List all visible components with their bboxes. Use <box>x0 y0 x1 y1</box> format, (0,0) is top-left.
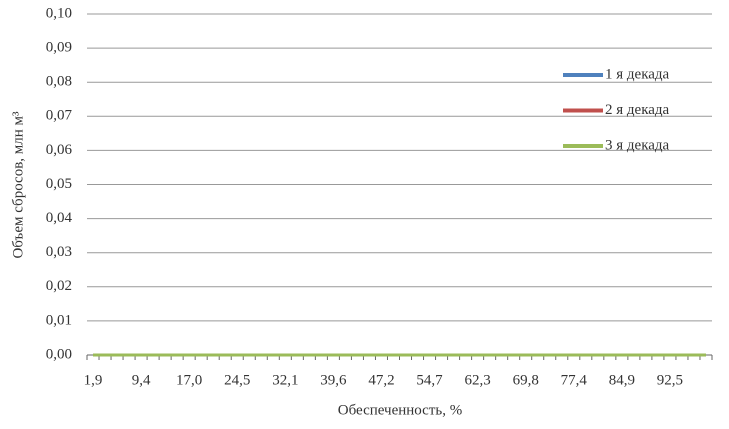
x-tick-label: 1,9 <box>84 372 103 388</box>
y-tick-label: 0,10 <box>46 5 72 21</box>
x-tick-label: 39,6 <box>320 372 347 388</box>
x-tick-label: 47,2 <box>368 372 394 388</box>
x-tick-label: 69,8 <box>513 372 539 388</box>
y-tick-label: 0,05 <box>46 176 72 192</box>
y-tick-label: 0,02 <box>46 278 72 294</box>
y-tick-label: 0,00 <box>46 346 72 362</box>
y-tick-label: 0,04 <box>46 210 73 226</box>
x-tick-label: 54,7 <box>416 372 443 388</box>
legend-label: 2 я декада <box>605 102 670 118</box>
x-tick-label: 17,0 <box>176 372 202 388</box>
x-tick-label: 62,3 <box>465 372 491 388</box>
x-tick-label: 32,1 <box>272 372 298 388</box>
x-tick-label: 24,5 <box>224 372 250 388</box>
x-tick-label: 92,5 <box>657 372 683 388</box>
x-tick-label: 84,9 <box>609 372 635 388</box>
y-tick-label: 0,01 <box>46 312 72 328</box>
x-tick-label: 9,4 <box>132 372 151 388</box>
y-axis-label: Объем сбросов, млн м³ <box>10 111 26 259</box>
legend-label: 3 я декада <box>605 137 670 153</box>
x-tick-label: 77,4 <box>561 372 588 388</box>
y-tick-label: 0,06 <box>46 142 73 158</box>
y-tick-label: 0,08 <box>46 74 72 90</box>
x-axis-label: Обеспеченность, % <box>338 402 462 418</box>
y-tick-label: 0,07 <box>46 108 73 124</box>
legend-label: 1 я декада <box>605 66 670 82</box>
y-tick-label: 0,03 <box>46 244 72 260</box>
y-tick-label: 0,09 <box>46 40 72 56</box>
